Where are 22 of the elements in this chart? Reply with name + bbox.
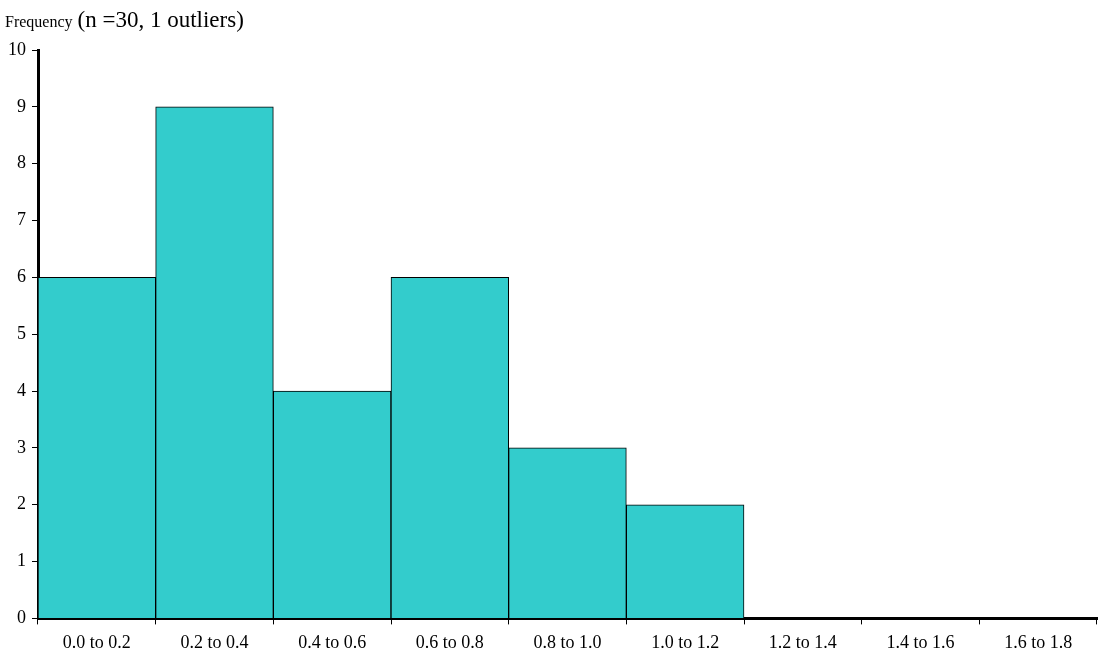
y-tick-label: 5 <box>17 322 26 343</box>
y-tick-label: 10 <box>8 38 26 59</box>
x-tick-label: 1.0 to 1.2 <box>651 631 720 652</box>
chart-title: (n =30, 1 outliers) <box>77 7 244 32</box>
y-tick-label: 3 <box>17 436 26 457</box>
y-tick-label: 1 <box>17 550 26 571</box>
y-tick-label: 8 <box>17 152 26 173</box>
y-tick-label: 6 <box>17 266 26 287</box>
y-tick-label: 9 <box>17 95 26 116</box>
y-axis-title: Frequency <box>5 13 73 31</box>
x-tick-label: 1.2 to 1.4 <box>768 631 837 652</box>
x-tick-label: 0.2 to 0.4 <box>180 631 249 652</box>
x-tick-label: 1.6 to 1.8 <box>1004 631 1073 652</box>
x-tick-label: 0.8 to 1.0 <box>533 631 602 652</box>
y-tick-label: 7 <box>17 209 26 230</box>
x-tick-label: 1.4 to 1.6 <box>886 631 955 652</box>
y-tick-label: 0 <box>17 607 26 628</box>
y-tick-label: 2 <box>17 493 26 514</box>
x-tick-label: 0.6 to 0.8 <box>415 631 484 652</box>
y-tick-label: 4 <box>17 379 26 400</box>
x-tick-label: 0.4 to 0.6 <box>298 631 367 652</box>
x-tick-label: 0.0 to 0.2 <box>62 631 131 652</box>
